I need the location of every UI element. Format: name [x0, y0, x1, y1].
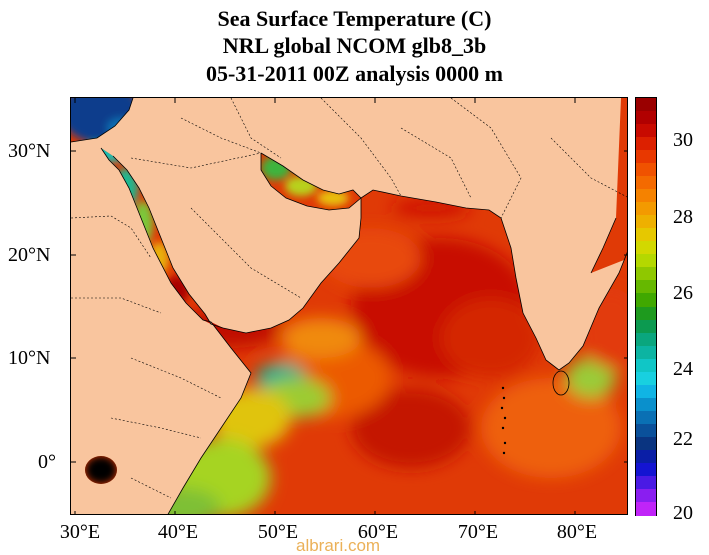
- model-subtitle: NRL global NCOM glb8_3b: [222, 33, 487, 58]
- colorbar-segment: [636, 98, 656, 112]
- lat-label-30n: 30°N: [8, 140, 51, 162]
- colorbar-segment: [636, 124, 656, 138]
- lon-label-50e: 50°E: [257, 521, 299, 543]
- colorbar-label-30: 30: [673, 129, 693, 151]
- colorbar-label-24: 24: [673, 358, 693, 380]
- colorbar-segment: [636, 202, 656, 216]
- analysis-date-subtitle: 05-31-2011 00Z analysis 0000 m: [205, 61, 504, 86]
- colorbar-segment: [636, 111, 656, 125]
- colorbar-label-20: 20: [673, 502, 693, 524]
- colorbar-segment: [636, 254, 656, 268]
- colorbar-segment: [636, 228, 656, 242]
- colorbar-segment: [636, 384, 656, 399]
- lon-label-60e: 60°E: [357, 521, 399, 543]
- colorbar-segment: [636, 241, 656, 255]
- colorbar-segment: [636, 319, 656, 334]
- colorbar-segment: [636, 189, 656, 203]
- colorbar-segment: [636, 358, 656, 373]
- colorbar-segment: [636, 332, 656, 347]
- colorbar-segment: [636, 176, 656, 190]
- lon-label-30e: 30°E: [59, 521, 101, 543]
- colorbar-segment: [636, 371, 656, 386]
- colorbar-segment: [636, 293, 656, 307]
- colorbar-segment: [636, 163, 656, 177]
- sst-map: [70, 97, 628, 515]
- colorbar-label-22: 22: [673, 428, 693, 450]
- colorbar-segment: [636, 345, 656, 360]
- map-tick-marks: [71, 98, 627, 514]
- sst-map-canvas: [71, 98, 627, 514]
- lat-label-equator: 0°: [38, 451, 56, 473]
- colorbar-segment: [636, 150, 656, 164]
- colorbar-segment: [636, 306, 656, 321]
- lon-label-80e: 80°E: [556, 521, 598, 543]
- maldives-islands: [500, 386, 507, 455]
- colorbar-segment: [636, 462, 656, 477]
- watermark: albrari.com: [296, 536, 381, 555]
- colorbar-segment: [636, 436, 656, 451]
- lat-label-10n: 10°N: [8, 347, 51, 369]
- lon-label-70e: 70°E: [457, 521, 499, 543]
- lat-label-20n: 20°N: [8, 244, 51, 266]
- lon-label-40e: 40°E: [157, 521, 199, 543]
- colorbar-segment: [636, 137, 656, 151]
- colorbar-label-28: 28: [673, 206, 693, 228]
- temperature-colorbar: [635, 97, 657, 516]
- colorbar-segment: [636, 449, 656, 464]
- colorbar-label-26: 26: [673, 282, 693, 304]
- chart-title: Sea Surface Temperature (C): [217, 6, 492, 31]
- colorbar-segment: [636, 397, 656, 412]
- colorbar-segment: [636, 423, 656, 438]
- colorbar-segment: [636, 215, 656, 229]
- colorbar-segment: [636, 410, 656, 425]
- country-borders: [71, 98, 627, 499]
- colorbar-segment: [636, 488, 656, 503]
- colorbar-segment: [636, 280, 656, 294]
- colorbar-segment: [636, 475, 656, 490]
- coastline: [71, 98, 627, 514]
- colorbar-segment: [636, 267, 656, 281]
- colorbar-segment: [636, 501, 656, 516]
